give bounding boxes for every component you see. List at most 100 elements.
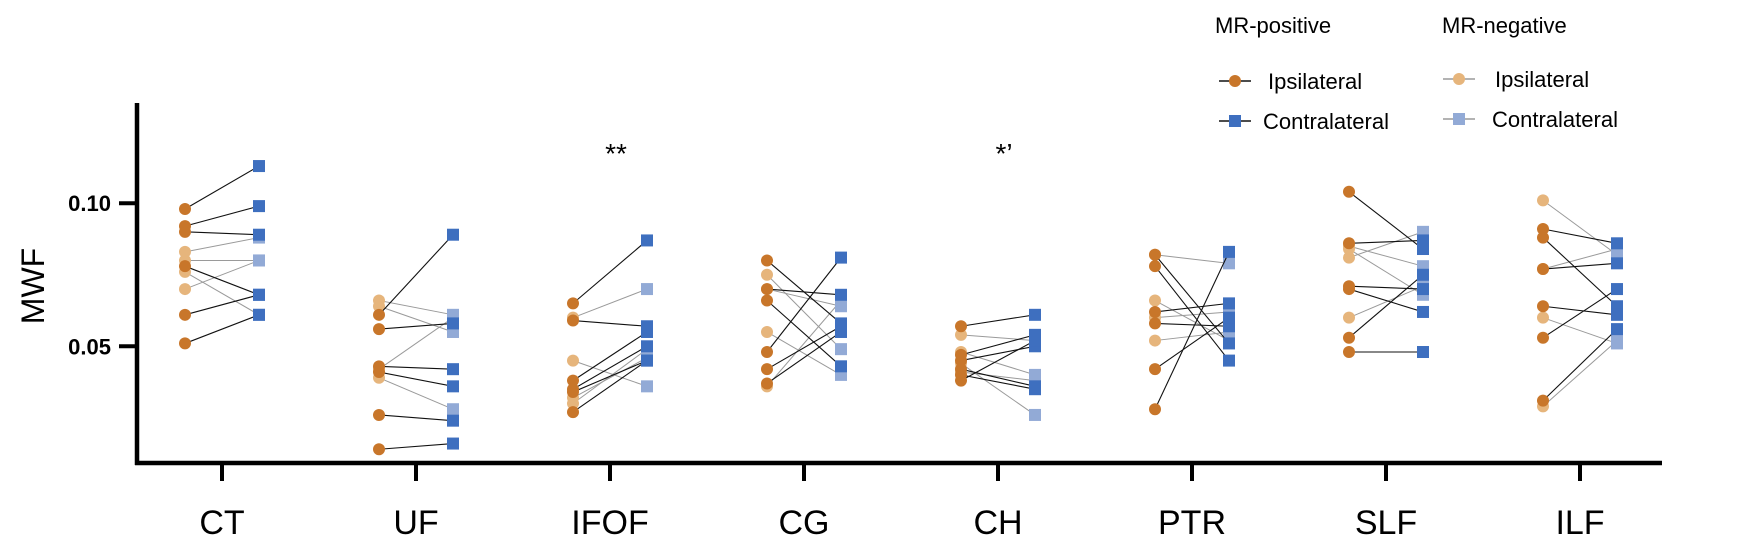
positive-pair-line [1348, 288, 1424, 313]
positive-ipsilateral-point [1537, 231, 1549, 244]
positive-ipsilateral-point [761, 363, 773, 376]
positive-contralateral-point [1223, 297, 1235, 310]
positive-pair-line [1542, 305, 1618, 316]
negative-ipsilateral-point [373, 300, 385, 313]
positive-ipsilateral-point [567, 314, 579, 327]
positive-pair-line [184, 265, 260, 296]
positive-ipsilateral-point [955, 354, 967, 367]
positive-pair-line [378, 371, 454, 387]
category-group [179, 160, 265, 350]
positive-pair-line [378, 322, 454, 330]
positive-contralateral-point [641, 234, 653, 247]
positive-contralateral-point [1417, 283, 1429, 296]
positive-contralateral-point [447, 437, 459, 450]
positive-ipsilateral-point [179, 225, 191, 238]
positive-contralateral-point [1223, 245, 1235, 258]
legend-group-title: MR-negative [1442, 13, 1567, 38]
positive-ipsilateral-point [567, 374, 579, 387]
positive-pair-line [1542, 228, 1618, 244]
positive-contralateral-point [447, 414, 459, 427]
positive-contralateral-point [1417, 346, 1429, 359]
positive-pair-line [378, 443, 454, 450]
negative-pair-line [1542, 199, 1618, 256]
negative-pair-line [184, 259, 260, 290]
positive-contralateral-point [253, 228, 265, 241]
negative-contralateral-point [641, 283, 653, 296]
legend-item-label: Ipsilateral [1495, 67, 1589, 92]
positive-ipsilateral-point [761, 346, 773, 359]
positive-contralateral-point [835, 360, 847, 373]
positive-pair-line [1348, 285, 1424, 290]
positive-contralateral-point [447, 363, 459, 376]
positive-ipsilateral-point [1537, 300, 1549, 313]
negative-ipsilateral-point [761, 268, 773, 281]
positive-pair-line [960, 340, 1036, 382]
negative-contralateral-point [1611, 334, 1623, 347]
positive-pair-line [1348, 239, 1424, 244]
positive-ipsilateral-point [1343, 331, 1355, 344]
negative-pair-line [960, 334, 1036, 342]
positive-pair-line [184, 205, 260, 227]
positive-contralateral-point [835, 325, 847, 338]
positive-pair-line [378, 414, 454, 422]
x-tick-label: CT [199, 504, 244, 542]
negative-ipsilateral-point [567, 397, 579, 410]
positive-pair-line [1154, 265, 1230, 361]
positive-pair-line [1154, 317, 1230, 370]
negative-pair-line [1348, 245, 1424, 267]
y-axis-title: MWF [15, 248, 51, 324]
positive-contralateral-point [1611, 283, 1623, 296]
positive-pair-line [766, 288, 842, 296]
category-group [1537, 194, 1623, 413]
positive-pair-line [572, 360, 648, 413]
positive-ipsilateral-point [761, 283, 773, 296]
positive-contralateral-point [1611, 323, 1623, 336]
negative-contralateral-point [641, 380, 653, 393]
positive-pair-line [572, 319, 648, 327]
negative-pair-line [572, 288, 648, 319]
positive-pair-line [960, 314, 1036, 327]
x-tick-label: PTR [1158, 504, 1226, 542]
negative-contralateral-point [253, 254, 265, 267]
positive-ipsilateral-point [1149, 305, 1161, 318]
negative-pair-line [766, 288, 842, 307]
legend-item-label: Contralateral [1492, 107, 1618, 132]
positive-ipsilateral-point [1343, 185, 1355, 198]
positive-pair-line [184, 294, 260, 316]
positive-ipsilateral-point [179, 308, 191, 321]
positive-contralateral-point [253, 288, 265, 301]
positive-pair-line [1154, 254, 1230, 344]
negative-ipsilateral-point [1537, 311, 1549, 324]
positive-pair-line [1542, 237, 1618, 307]
negative-pair-line [1542, 317, 1618, 344]
negative-ipsilateral-point [1343, 311, 1355, 324]
negative-pair-line [572, 360, 648, 387]
positive-pair-line [960, 345, 1036, 362]
positive-contralateral-point [1029, 383, 1041, 396]
negative-pair-line [766, 331, 842, 376]
negative-ipsilateral-point [179, 283, 191, 296]
positive-contralateral-point [1611, 308, 1623, 321]
negative-ipsilateral-point [567, 354, 579, 367]
positive-pair-line [378, 234, 454, 316]
negative-pair-line [378, 300, 454, 316]
y-tick-label: 0.10 [68, 191, 111, 216]
positive-ipsilateral-point [1149, 317, 1161, 330]
positive-ipsilateral-point [1149, 260, 1161, 273]
positive-ipsilateral-point [1343, 346, 1355, 359]
positive-pair-line [572, 360, 648, 393]
positive-pair-line [766, 331, 842, 384]
negative-pair-line [960, 351, 1036, 376]
positive-ipsilateral-point [1537, 331, 1549, 344]
positive-pair-line [1154, 302, 1230, 313]
negative-pair-line [1154, 331, 1230, 342]
positive-contralateral-point [1417, 234, 1429, 247]
positive-ipsilateral-point [179, 260, 191, 273]
positive-ipsilateral-point [373, 408, 385, 421]
positive-ipsilateral-point [179, 202, 191, 215]
negative-pair-line [1542, 340, 1618, 407]
x-tick-label: CH [973, 504, 1022, 542]
positive-pair-line [960, 368, 1036, 387]
x-tick-label: IFOF [571, 504, 648, 542]
negative-pair-line [1154, 311, 1230, 319]
